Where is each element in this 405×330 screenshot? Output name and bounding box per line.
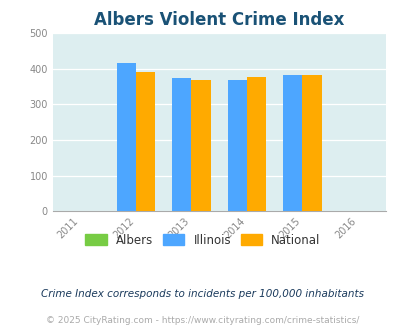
Text: © 2025 CityRating.com - https://www.cityrating.com/crime-statistics/: © 2025 CityRating.com - https://www.city…: [46, 315, 359, 325]
Bar: [227, 80, 246, 211]
Bar: [172, 78, 191, 211]
Bar: [246, 77, 266, 211]
Title: Albers Violent Crime Index: Albers Violent Crime Index: [94, 11, 343, 29]
Bar: [136, 72, 155, 211]
Bar: [191, 81, 210, 211]
Bar: [282, 75, 302, 211]
Text: Crime Index corresponds to incidents per 100,000 inhabitants: Crime Index corresponds to incidents per…: [41, 289, 364, 299]
Bar: [116, 63, 136, 211]
Legend: Albers, Illinois, National: Albers, Illinois, National: [81, 229, 324, 251]
Bar: [302, 75, 321, 211]
